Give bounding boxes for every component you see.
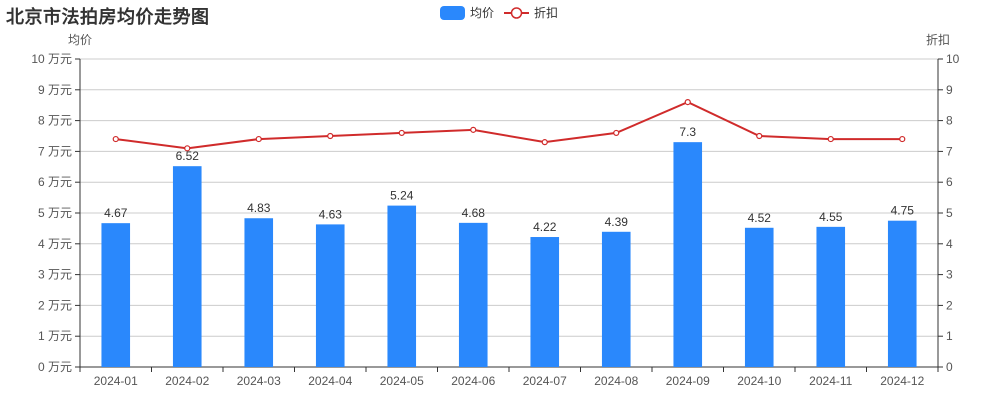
right-tick-label: 4	[946, 237, 953, 251]
left-tick-label: 3 万元	[38, 268, 72, 282]
discount-line	[115, 101, 903, 150]
bar-value-label: 4.63	[319, 207, 343, 221]
bar-value-label: 5.24	[390, 189, 414, 203]
right-tick-label: 10	[946, 52, 960, 66]
x-tick-label: 2024-01	[94, 374, 138, 388]
line-point[interactable]	[899, 135, 906, 143]
bar-value-label: 4.52	[748, 211, 772, 225]
bar-value-label: 4.67	[104, 206, 128, 220]
bar-value-label: 4.55	[819, 210, 843, 224]
bar-swatch-icon	[440, 5, 465, 20]
legend-item-discount[interactable]: 折扣	[504, 4, 558, 21]
x-tick-label: 2024-04	[308, 374, 352, 388]
bar[interactable]	[601, 231, 631, 367]
right-tick-label: 0	[946, 360, 953, 374]
bar-value-label: 6.52	[176, 149, 200, 163]
x-tick-label: 2024-10	[737, 374, 781, 388]
bar[interactable]	[101, 223, 131, 367]
line-point[interactable]	[184, 145, 191, 152]
x-tick-label: 2024-07	[523, 374, 567, 388]
right-tick-label: 1	[946, 329, 953, 343]
right-tick-label: 8	[946, 114, 953, 128]
left-tick-label: 10 万元	[31, 52, 72, 66]
bar-value-label: 4.83	[247, 201, 271, 215]
line-point[interactable]	[327, 132, 334, 140]
bar-value-label: 4.22	[533, 220, 557, 234]
left-tick-label: 7 万元	[38, 144, 72, 158]
right-tick-label: 3	[946, 268, 953, 282]
right-tick-label: 6	[946, 175, 953, 189]
bar[interactable]	[673, 142, 703, 367]
x-tick-label: 2024-08	[594, 374, 638, 388]
right-tick-label: 2	[946, 298, 953, 312]
x-tick-label: 2024-09	[666, 374, 710, 388]
bar-value-label: 7.3	[679, 125, 696, 139]
bar[interactable]	[887, 220, 917, 367]
left-tick-label: 2 万元	[38, 298, 72, 312]
line-point[interactable]	[112, 135, 119, 143]
left-tick-label: 5 万元	[38, 206, 72, 220]
legend: 均价 折扣	[440, 4, 568, 21]
right-tick-label: 5	[946, 206, 953, 220]
line-point[interactable]	[684, 99, 691, 106]
x-tick-label: 2024-02	[165, 374, 209, 388]
x-tick-label: 2024-06	[451, 374, 495, 388]
bar-value-label: 4.39	[605, 215, 629, 229]
line-point[interactable]	[827, 135, 834, 143]
line-swatch-icon	[504, 6, 530, 19]
left-axis-name: 均价	[68, 33, 93, 47]
right-axis-name: 折扣	[926, 33, 951, 47]
bar[interactable]	[244, 218, 274, 367]
chart-title: 北京市法拍房均价走势图	[6, 7, 210, 27]
legend-label-discount: 折扣	[534, 6, 559, 20]
legend-item-avg-price[interactable]: 均价	[440, 4, 494, 21]
legend-label-avg-price: 均价	[470, 6, 495, 20]
bar[interactable]	[530, 237, 560, 367]
x-tick-label: 2024-05	[380, 374, 424, 388]
x-tick-label: 2024-11	[809, 374, 852, 388]
line-point[interactable]	[756, 132, 763, 140]
left-tick-label: 1 万元	[38, 329, 72, 343]
left-tick-label: 0 万元	[38, 360, 72, 374]
line-point[interactable]	[255, 135, 262, 143]
left-tick-label: 4 万元	[38, 237, 72, 251]
bar-value-label: 4.75	[891, 204, 915, 218]
right-tick-label: 7	[946, 144, 953, 158]
left-tick-label: 9 万元	[38, 83, 72, 97]
bar[interactable]	[458, 222, 488, 367]
bar[interactable]	[816, 226, 846, 367]
line-point[interactable]	[470, 126, 477, 133]
line-point[interactable]	[398, 129, 405, 137]
left-tick-label: 8 万元	[38, 114, 72, 128]
left-tick-label: 6 万元	[38, 175, 72, 189]
bar[interactable]	[387, 205, 417, 367]
line-point[interactable]	[613, 129, 620, 137]
x-tick-label: 2024-03	[237, 374, 281, 388]
bar[interactable]	[172, 166, 202, 367]
x-tick-label: 2024-12	[880, 374, 924, 388]
right-tick-label: 9	[946, 83, 953, 97]
bar[interactable]	[744, 227, 774, 367]
line-point[interactable]	[541, 139, 548, 146]
bar-value-label: 4.68	[462, 206, 486, 220]
bar[interactable]	[315, 224, 345, 367]
